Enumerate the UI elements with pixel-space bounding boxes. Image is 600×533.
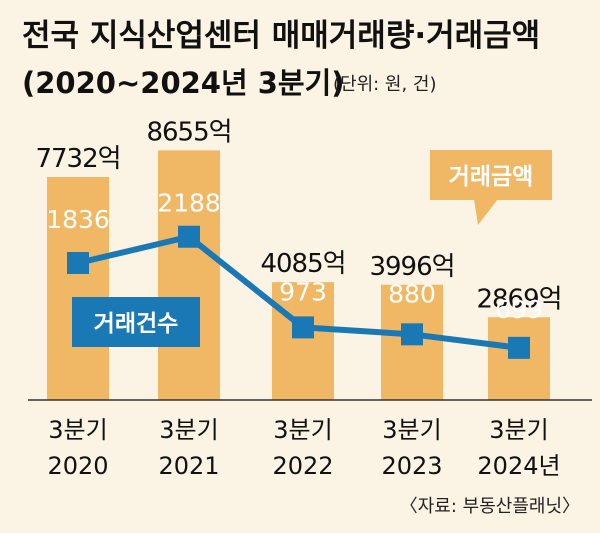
- x-tick-year-2024년: 2024년: [477, 452, 560, 480]
- bar-2022: [272, 282, 334, 400]
- count-marker-2022: [292, 316, 314, 339]
- count-label-2021: 2188: [157, 189, 221, 218]
- x-tick-quarter-2020: 3분기: [48, 416, 107, 444]
- x-tick-quarter-2021: 3분기: [159, 416, 218, 444]
- amount-label-2022: 4085억: [260, 249, 345, 279]
- legend-count: 거래건수: [72, 297, 200, 347]
- legend-amount-pointer: [474, 199, 498, 225]
- count-marker-2023: [401, 323, 423, 346]
- legend-count-box: [72, 297, 200, 347]
- count-label-2020: 1836: [46, 205, 110, 234]
- line-layer: [67, 225, 530, 359]
- count-marker-2020: [67, 252, 89, 274]
- legend-amount-label: 거래금액: [449, 164, 534, 190]
- count-marker-2021: [178, 225, 200, 248]
- count-label-2023: 880: [388, 279, 436, 308]
- unit-label: (단위: 원, 건): [333, 74, 437, 95]
- x-tick-year-2021: 2021: [158, 452, 219, 480]
- amount-label-2021: 8655억: [146, 117, 231, 147]
- count-label-2024년: 699: [495, 295, 543, 324]
- bar-2021: [158, 150, 220, 400]
- legend-amount-box: [430, 150, 552, 200]
- chart-title: 전국 지식산업센터 매매거래량·거래금액: [22, 18, 540, 54]
- x-tick-year-2020: 2020: [47, 452, 108, 480]
- x-tick-quarter-2023: 3분기: [382, 416, 441, 444]
- count-label-2022: 973: [279, 277, 327, 306]
- x-tick-quarter-2022: 3분기: [273, 416, 332, 444]
- legend-amount: 거래금액: [430, 150, 552, 225]
- label-layer: 7732억 8655억 4085억 3996억 2869억 1836 2188 973 880 6…: [35, 117, 562, 324]
- amount-label-2023: 3996억: [369, 252, 454, 282]
- amount-label-2020: 7732억: [35, 144, 120, 174]
- axis-layer: 3분기 2020 3분기 2021 3분기 2022 3분기 2023 3분기 2024년: [47, 416, 560, 480]
- x-tick-year-2022: 2022: [272, 452, 333, 480]
- count-marker-2024년: [508, 336, 530, 359]
- legend-count-label: 거래건수: [94, 311, 179, 337]
- source-label: 〈자료: 부동산플래닛〉: [400, 496, 580, 517]
- x-tick-year-2023: 2023: [381, 452, 442, 480]
- chart-subtitle: (2020~2024년 3분기): [22, 66, 345, 100]
- bar-2020: [47, 177, 109, 400]
- x-tick-quarter-2024년: 3분기: [489, 416, 548, 444]
- amount-label-2024년: 2869억: [476, 284, 561, 314]
